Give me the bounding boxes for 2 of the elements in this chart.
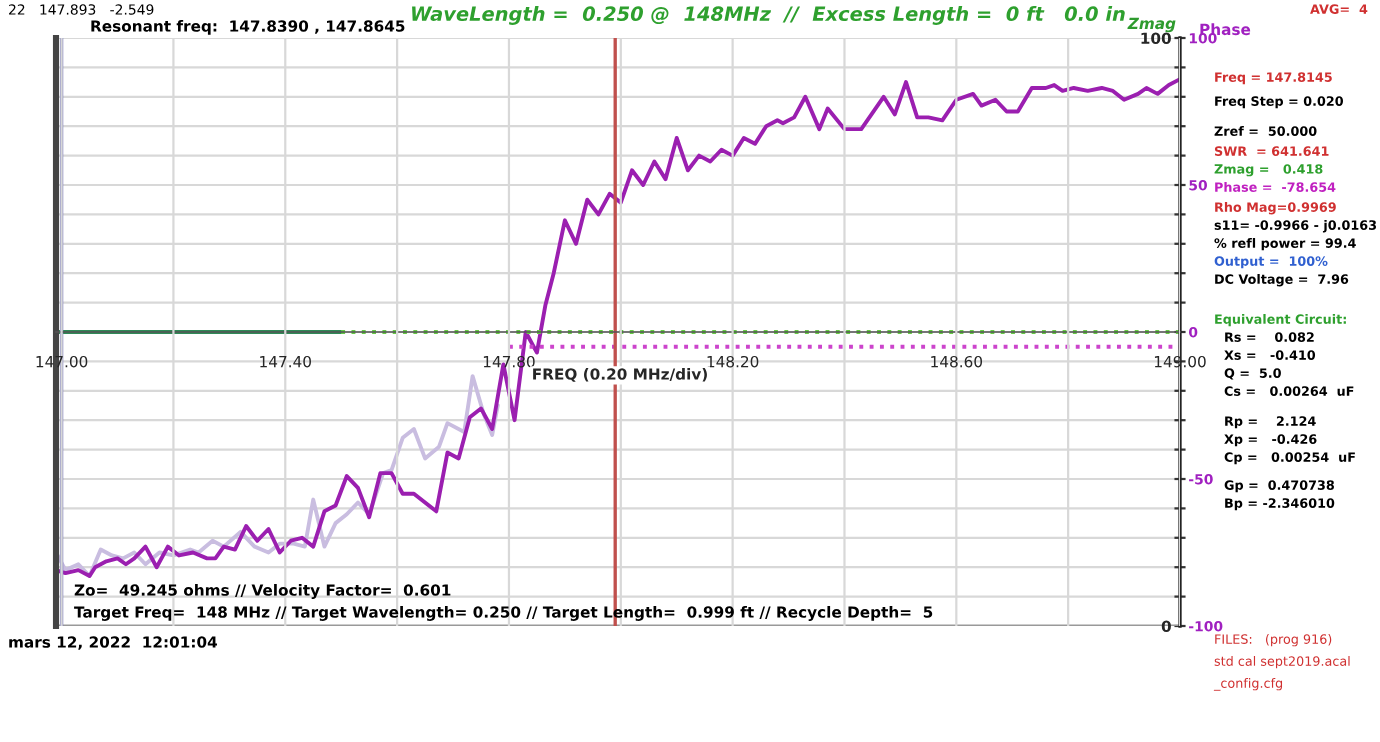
line-series bbox=[56, 374, 500, 578]
chart-title: WaveLength = 0.250 @ 148MHz // Excess Length = 0 ft 0.0 in bbox=[412, 6, 1125, 25]
